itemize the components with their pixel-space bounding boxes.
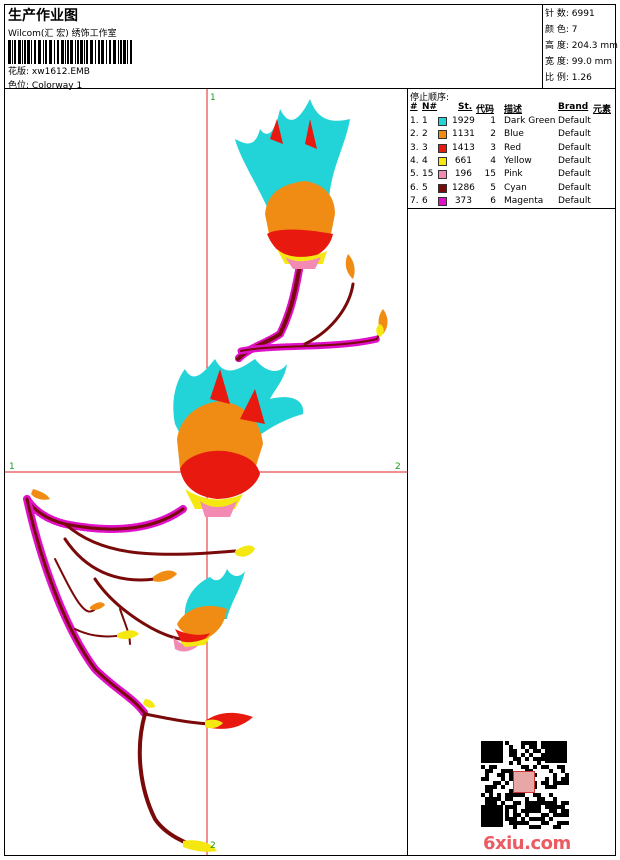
- barcode-graphic: [8, 40, 132, 64]
- colorway: 色位: Colorway 1: [8, 78, 82, 91]
- row-stitches: 1413: [452, 142, 475, 153]
- row-stitches: 373: [454, 195, 472, 206]
- row-code: 6: [490, 195, 496, 206]
- row-code: 4: [490, 155, 496, 166]
- seal-stamp: [513, 771, 535, 793]
- color-swatch: [438, 117, 447, 126]
- buds: [90, 545, 255, 852]
- legend-row: 7. 6 373 6 Magenta Default: [408, 195, 615, 208]
- col-num: #: [410, 102, 418, 112]
- legend-row: 1. 1 1929 1 Dark Green Default: [408, 115, 615, 128]
- color-swatch: [438, 156, 447, 166]
- embroidery-design: [5, 89, 408, 855]
- qr-code: [481, 741, 569, 829]
- axis-label-left: 1: [9, 462, 15, 472]
- row-code: 3: [490, 142, 496, 153]
- color-swatch: [438, 143, 447, 153]
- design-file: 花版: xw1612.EMB: [8, 64, 90, 77]
- row-brand: Default: [558, 195, 591, 206]
- row-brand: Default: [558, 155, 591, 166]
- row-num: 5.: [410, 169, 419, 180]
- colorway-value: Colorway 1: [31, 81, 83, 91]
- legend-row: 4. 4 661 4 Yellow Default: [408, 155, 615, 168]
- axis-label-right: 2: [395, 462, 401, 472]
- row-num: 3.: [410, 142, 419, 153]
- row-brand: Default: [558, 116, 591, 126]
- col-st: St.: [458, 102, 473, 112]
- row-code: 1: [490, 116, 496, 126]
- color-swatch: [438, 183, 447, 193]
- stems: [23, 260, 384, 851]
- legend-row: 3. 3 1413 3 Red Default: [408, 142, 615, 155]
- row-brand: Default: [558, 182, 591, 193]
- row-num: 7.: [410, 195, 419, 206]
- flower-top: [235, 99, 388, 337]
- legend-row: 2. 2 1131 2 Blue Default: [408, 128, 615, 141]
- stat-width: 宽 度: 99.0 mm: [545, 57, 613, 67]
- row-n: 1: [422, 116, 428, 126]
- row-brand: Default: [558, 129, 591, 140]
- legend-title: 停止顺序:: [410, 93, 450, 103]
- row-desc: Blue: [504, 129, 524, 140]
- row-n: 2: [422, 129, 428, 140]
- row-desc: Yellow: [504, 155, 532, 166]
- legend-row: 6. 5 1286 5 Cyan Default: [408, 182, 615, 195]
- row-desc: Pink: [504, 169, 523, 180]
- row-stitches: 1131: [452, 129, 475, 140]
- flower-lower: [173, 569, 245, 652]
- page-title: 生产作业图: [8, 8, 78, 24]
- stat-stitches: 针 数: 6991: [545, 9, 595, 19]
- flower-middle: [31, 359, 304, 517]
- col-elem: 元素: [593, 105, 612, 115]
- axis-label-top: 1: [210, 93, 216, 103]
- row-stitches: 1929: [452, 116, 475, 126]
- row-num: 4.: [410, 155, 419, 166]
- stat-height: 高 度: 204.3 mm: [545, 41, 618, 51]
- row-n: 6: [422, 195, 428, 206]
- row-desc: Red: [504, 142, 522, 153]
- design-value: xw1612.EMB: [31, 67, 90, 77]
- row-n: 4: [422, 155, 428, 166]
- row-stitches: 196: [454, 169, 472, 180]
- row-code: 15: [484, 169, 496, 180]
- color-swatch: [438, 196, 447, 206]
- row-code: 2: [490, 129, 496, 140]
- row-num: 2.: [410, 129, 419, 140]
- embroidery-canvas: 1 2 1 2: [5, 89, 408, 855]
- row-n: 3: [422, 142, 428, 153]
- color-swatch: [438, 130, 447, 140]
- row-num: 1.: [410, 116, 419, 126]
- company-name: Wilcom(汇 宏) 绣饰工作室: [8, 29, 117, 39]
- design-label: 花版:: [8, 67, 32, 77]
- legend-row: 5. 15 196 15 Pink Default: [408, 168, 615, 181]
- header-panel: 生产作业图 Wilcom(汇 宏) 绣饰工作室 花版: xw1612.EMB 色…: [5, 5, 543, 91]
- row-desc: Cyan: [504, 182, 527, 193]
- colorway-label: 色位:: [8, 81, 32, 91]
- col-desc: 描述: [504, 105, 523, 115]
- row-desc: Dark Green: [504, 116, 556, 126]
- axis-label-bottom: 2: [210, 841, 216, 851]
- stop-sequence-table: 停止顺序: # N# St. 代码 描述 Brand 元素 1. 1 1929 1 Da…: [408, 89, 615, 209]
- stat-scale: 比 例: 1.26: [545, 73, 592, 83]
- row-num: 6.: [410, 182, 419, 193]
- col-brand: Brand: [558, 102, 589, 112]
- row-brand: Default: [558, 169, 591, 180]
- color-swatch: [438, 170, 447, 180]
- col-code: 代码: [476, 105, 495, 115]
- worksheet-frame: 生产作业图 Wilcom(汇 宏) 绣饰工作室 花版: xw1612.EMB 色…: [4, 4, 618, 856]
- row-stitches: 1286: [452, 182, 475, 193]
- row-brand: Default: [558, 142, 591, 153]
- row-desc: Magenta: [504, 195, 544, 206]
- row-stitches: 661: [454, 155, 472, 166]
- row-code: 5: [490, 182, 496, 193]
- stat-colors: 颜 色: 7: [545, 25, 578, 35]
- watermark: 6xiu.com: [483, 833, 571, 854]
- row-n: 15: [422, 169, 434, 180]
- stats-panel: 针 数: 6991 颜 色: 7 高 度: 204.3 mm 宽 度: 99.0…: [543, 5, 618, 89]
- row-n: 5: [422, 182, 428, 193]
- col-n: N#: [422, 102, 438, 112]
